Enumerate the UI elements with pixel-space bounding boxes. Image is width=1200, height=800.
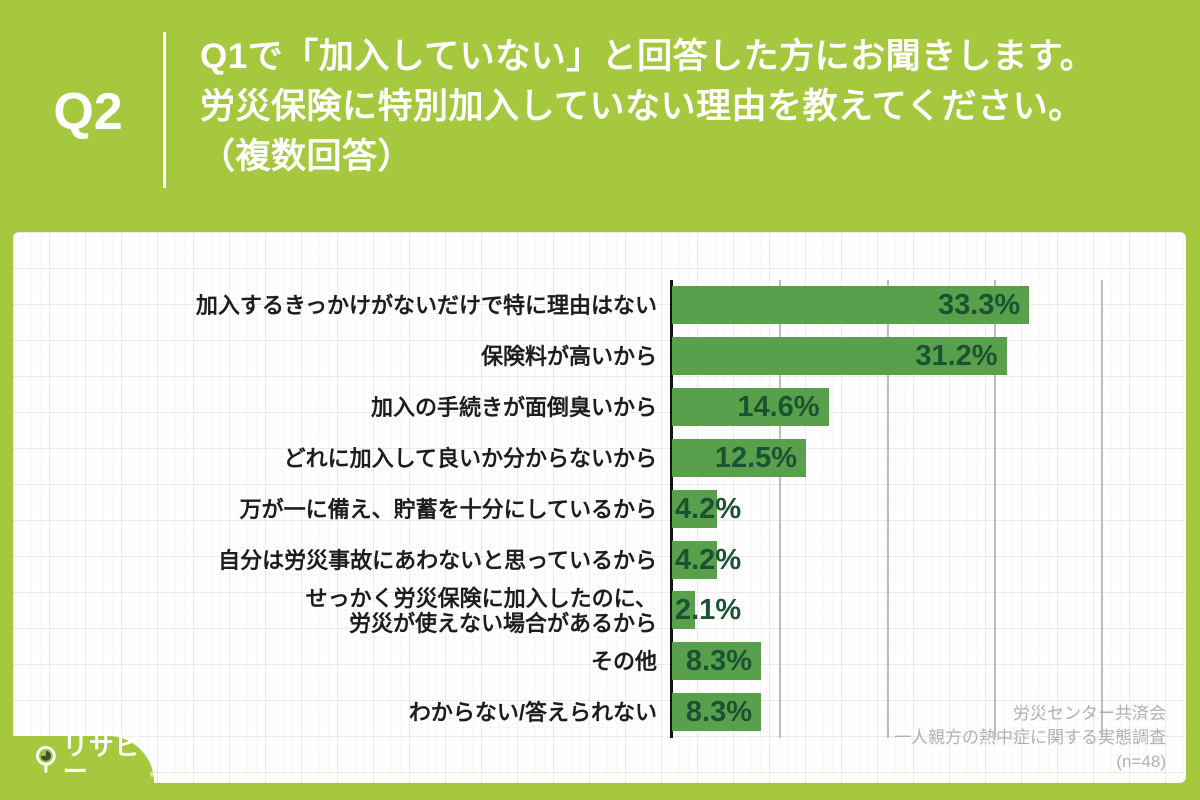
category-label: 保険料が高いから <box>480 343 657 369</box>
chart-row: その他 8.3% <box>13 636 1160 687</box>
bar: 8.3% <box>672 693 761 732</box>
trademark-dot-icon <box>149 772 154 777</box>
gridline <box>1101 280 1103 738</box>
chart-row: 加入するきっかけがないだけで特に理由はない 33.3% <box>13 280 1160 331</box>
sample-size: (n=48) <box>1116 752 1166 771</box>
bar: 8.3% <box>672 642 761 681</box>
chart-row: せっかく労災保険に加入したのに、 労災が使えない場合があるから 2.1% <box>13 585 1160 636</box>
value-label: 8.3% <box>685 645 752 678</box>
question-text: Q1で「加入していない」と回答した方にお聞きします。 労災保険に特別加入していな… <box>200 32 1095 182</box>
value-label: 4.2% <box>675 492 742 525</box>
category-label: その他 <box>590 649 657 675</box>
logo-text: リサピー <box>62 732 141 786</box>
value-label: 2.1% <box>675 594 742 627</box>
chart-row: わからない/答えられない 8.3% <box>13 687 1160 738</box>
bar: 4.2% <box>672 540 741 579</box>
value-label: 33.3% <box>937 289 1021 321</box>
category-label: 加入の手続きが面倒臭いから <box>370 394 657 420</box>
value-label: 4.2% <box>675 543 742 576</box>
source-note: 労災センター共済会 一人親方の熱中症に関する実態調査 (n=48) <box>894 702 1166 774</box>
gridline <box>886 280 889 738</box>
bar: 4.2% <box>672 489 741 528</box>
source-line-1: 労災センター共済会 <box>1013 704 1166 723</box>
value-label: 8.3% <box>685 696 752 729</box>
gridline <box>993 280 996 738</box>
chart-row: 保険料が高いから 31.2% <box>13 331 1160 382</box>
category-label: 自分は労災事故にあわないと思っているから <box>218 547 657 573</box>
y-axis-line <box>670 280 673 738</box>
header-divider <box>163 32 166 188</box>
question-line-1: Q1で「加入していない」と回答した方にお聞きします。 <box>200 37 1096 76</box>
question-line-3: （複数回答） <box>200 137 414 176</box>
source-line-2: 一人親方の熱中症に関する実態調査 <box>894 728 1166 747</box>
bar: 2.1% <box>672 591 741 630</box>
question-header: Q2 Q1で「加入していない」と回答した方にお聞きします。 労災保険に特別加入し… <box>0 0 1200 232</box>
gridline <box>779 280 782 738</box>
value-label: 31.2% <box>915 339 998 372</box>
chart-card: 加入するきっかけがないだけで特に理由はない 33.3% 保険料が高いから 31.2% 加… <box>13 232 1186 786</box>
category-label: どれに加入して良いか分からないから <box>283 445 657 471</box>
risapy-logo-icon <box>36 745 56 773</box>
brand-flap: リサピー <box>13 732 154 786</box>
category-label: 万が一に備え、貯蓄を十分にしているから <box>239 496 657 522</box>
category-label: 加入するきっかけがないだけで特に理由はない <box>195 293 657 318</box>
bar: 14.6% <box>672 387 829 426</box>
chart-row: 自分は労災事故にあわないと思っているから 4.2% <box>13 535 1160 586</box>
chart-row: 加入の手続きが面倒臭いから 14.6% <box>13 382 1160 433</box>
bar: 33.3% <box>672 286 1030 324</box>
question-number: Q2 <box>53 83 123 141</box>
chart-row: どれに加入して良いか分からないから 12.5% <box>13 433 1160 484</box>
category-label: せっかく労災保険に加入したのに、 労災が使えない場合があるから <box>305 585 657 636</box>
value-label: 12.5% <box>714 441 798 474</box>
category-label: わからない/答えられない <box>408 700 657 726</box>
bar: 31.2% <box>672 336 1007 375</box>
chart-row: 万が一に備え、貯蓄を十分にしているから 4.2% <box>13 484 1160 535</box>
bar: 12.5% <box>672 438 807 477</box>
value-label: 14.6% <box>737 390 820 423</box>
question-line-2: 労災保険に特別加入していない理由を教えてください。 <box>200 87 1084 126</box>
